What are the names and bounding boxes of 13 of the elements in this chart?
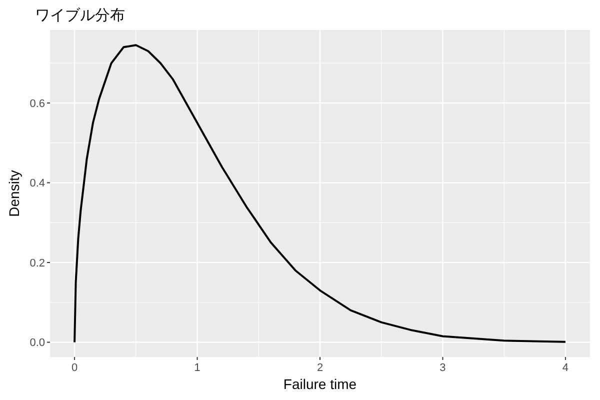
x-tick-label: 0 bbox=[71, 362, 78, 374]
y-tick-label: 0.4 bbox=[30, 178, 45, 190]
chart-title: ワイブル分布 bbox=[35, 6, 125, 24]
x-axis-title: Failure time bbox=[283, 376, 357, 392]
x-tick-label: 1 bbox=[194, 362, 200, 374]
x-tick-label: 4 bbox=[562, 362, 569, 374]
x-tick-label: 3 bbox=[440, 362, 446, 374]
y-tick-label: 0.2 bbox=[30, 257, 45, 270]
line-series bbox=[74, 44, 566, 344]
y-tick-label: 0.6 bbox=[30, 98, 45, 110]
y-axis-title: Density bbox=[6, 170, 22, 217]
x-tick-label: 2 bbox=[316, 362, 324, 374]
y-tick-label: 0.0 bbox=[30, 337, 45, 350]
